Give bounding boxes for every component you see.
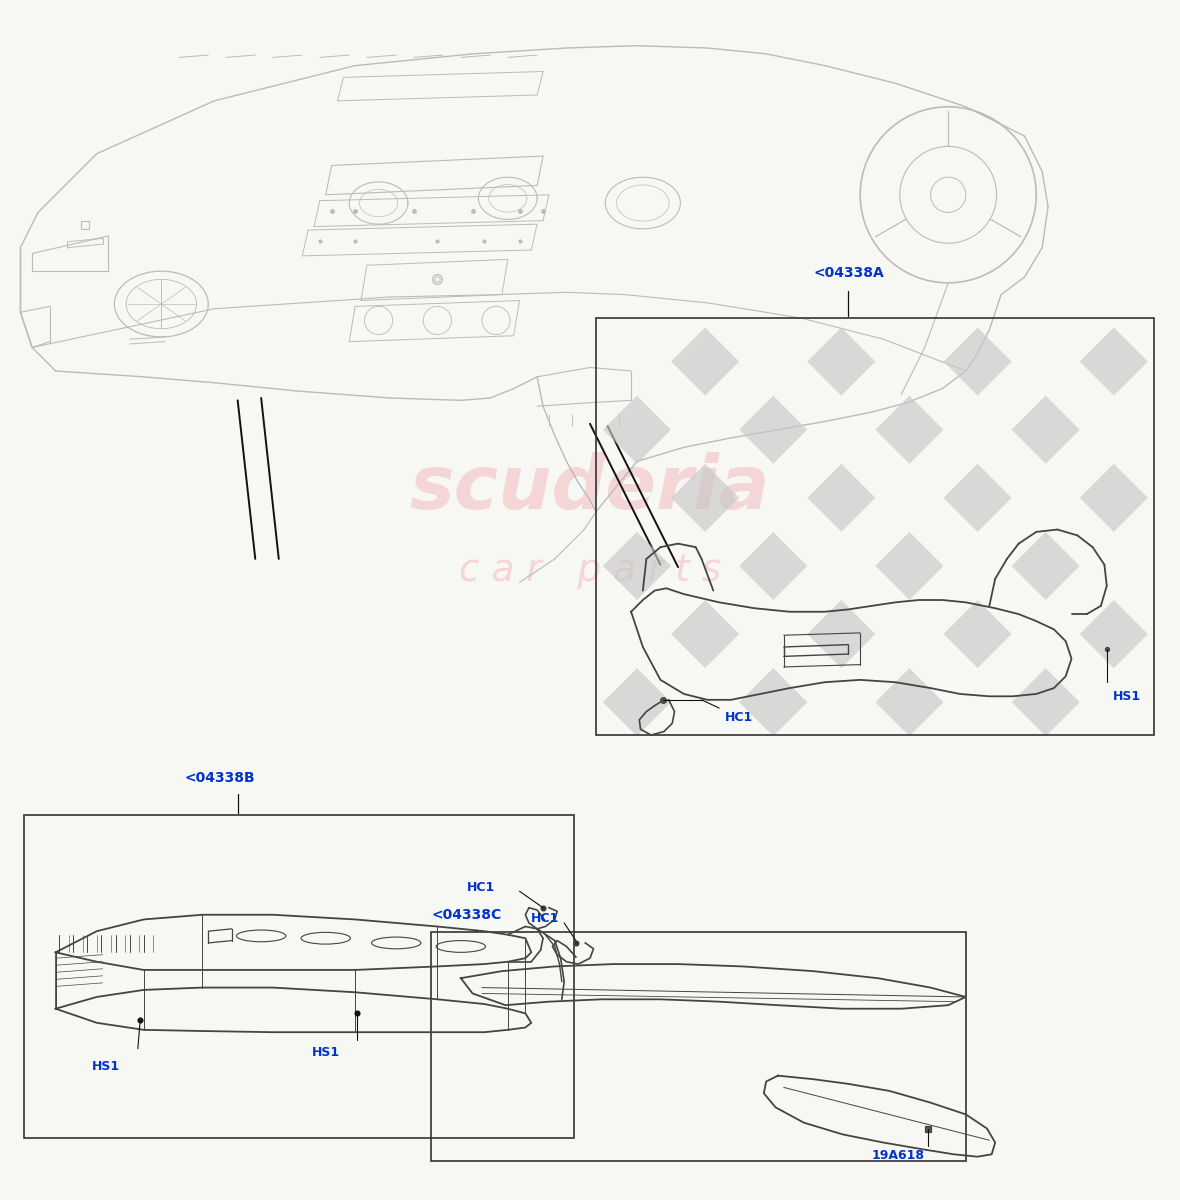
Text: HC1: HC1 bbox=[466, 881, 494, 894]
Text: HC1: HC1 bbox=[531, 912, 559, 925]
Bar bbox=[596, 318, 1154, 736]
Bar bbox=[432, 932, 965, 1162]
Polygon shape bbox=[671, 600, 739, 668]
Polygon shape bbox=[603, 668, 671, 737]
Polygon shape bbox=[1011, 532, 1080, 600]
Text: <04338C: <04338C bbox=[432, 908, 502, 923]
Polygon shape bbox=[603, 396, 671, 463]
Polygon shape bbox=[1011, 668, 1080, 737]
Polygon shape bbox=[1080, 600, 1148, 668]
Polygon shape bbox=[671, 328, 739, 396]
Polygon shape bbox=[739, 396, 807, 463]
Polygon shape bbox=[807, 600, 876, 668]
Text: HS1: HS1 bbox=[92, 1060, 120, 1073]
Text: <04338A: <04338A bbox=[813, 266, 884, 280]
Polygon shape bbox=[944, 328, 1011, 396]
Text: c a r   p a r t s: c a r p a r t s bbox=[459, 553, 721, 589]
Polygon shape bbox=[944, 600, 1011, 668]
Polygon shape bbox=[807, 328, 876, 396]
Polygon shape bbox=[807, 463, 876, 532]
Polygon shape bbox=[876, 396, 944, 463]
Polygon shape bbox=[1011, 396, 1080, 463]
Polygon shape bbox=[876, 668, 944, 737]
Text: HS1: HS1 bbox=[1113, 690, 1141, 703]
Polygon shape bbox=[739, 668, 807, 737]
Polygon shape bbox=[671, 463, 739, 532]
Polygon shape bbox=[603, 532, 671, 600]
Polygon shape bbox=[1080, 328, 1148, 396]
Bar bbox=[24, 815, 573, 1138]
Text: HS1: HS1 bbox=[312, 1045, 340, 1058]
Text: <04338B: <04338B bbox=[185, 772, 255, 785]
Polygon shape bbox=[876, 532, 944, 600]
Text: scuderia: scuderia bbox=[409, 452, 771, 524]
Polygon shape bbox=[739, 532, 807, 600]
Polygon shape bbox=[944, 463, 1011, 532]
Polygon shape bbox=[1080, 463, 1148, 532]
Text: HC1: HC1 bbox=[725, 710, 753, 724]
Text: 19A618: 19A618 bbox=[871, 1150, 924, 1162]
